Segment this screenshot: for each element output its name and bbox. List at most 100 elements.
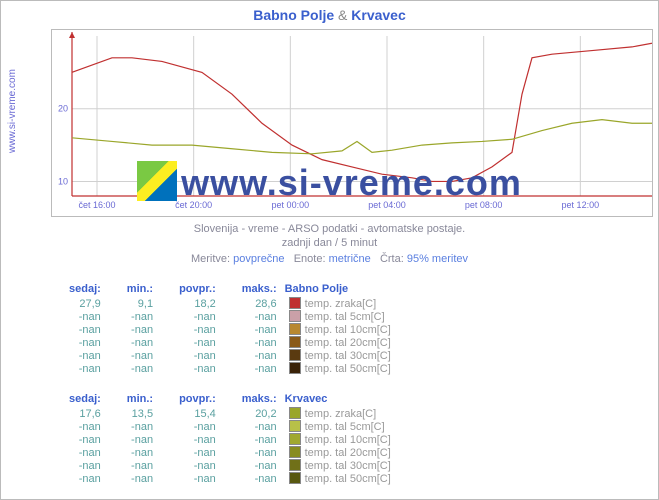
cell: -nan — [161, 433, 224, 446]
swatch-icon — [289, 323, 301, 335]
cell: -nan — [109, 446, 161, 459]
cell: -nan — [224, 459, 285, 472]
station-header: Krvavec — [285, 391, 399, 407]
series-label: temp. tal 30cm[C] — [285, 459, 399, 472]
cell: -nan — [161, 420, 224, 433]
cell: -nan — [51, 323, 109, 336]
table-row: -nan-nan-nan-nantemp. tal 30cm[C] — [51, 349, 399, 362]
cell: -nan — [161, 446, 224, 459]
cell: -nan — [224, 472, 285, 485]
cell: -nan — [51, 310, 109, 323]
series-label: temp. tal 50cm[C] — [285, 472, 399, 485]
cell: -nan — [109, 362, 161, 375]
cell: 13,5 — [109, 407, 161, 420]
side-link[interactable]: www.si-vreme.com — [7, 69, 18, 153]
cell: -nan — [161, 323, 224, 336]
svg-text:pet 04:00: pet 04:00 — [368, 200, 406, 210]
station-b: Krvavec — [351, 7, 406, 23]
swatch-icon — [289, 446, 301, 458]
station-a: Babno Polje — [253, 7, 334, 23]
station-header: Babno Polje — [285, 281, 399, 297]
cell: -nan — [161, 459, 224, 472]
swatch-icon — [289, 362, 301, 374]
svg-text:10: 10 — [58, 176, 68, 186]
series-label: temp. tal 5cm[C] — [285, 420, 399, 433]
cell: -nan — [109, 433, 161, 446]
swatch-icon — [289, 336, 301, 348]
col-header: maks.: — [224, 391, 285, 407]
table-row: 27,99,118,228,6temp. zraka[C] — [51, 297, 399, 310]
table-row: -nan-nan-nan-nantemp. tal 50cm[C] — [51, 472, 399, 485]
cell: -nan — [224, 349, 285, 362]
table-row: -nan-nan-nan-nantemp. tal 10cm[C] — [51, 323, 399, 336]
cell: -nan — [109, 349, 161, 362]
title-amp: & — [338, 7, 347, 23]
cell: 17,6 — [51, 407, 109, 420]
col-header: min.: — [109, 281, 161, 297]
chart-frame: www.si-vreme.com Babno Polje & Krvavec č… — [0, 0, 659, 500]
table-row: -nan-nan-nan-nantemp. tal 5cm[C] — [51, 420, 399, 433]
col-header: povpr.: — [161, 391, 224, 407]
chart-title: Babno Polje & Krvavec — [1, 7, 658, 23]
stats-table-b: sedaj:min.:povpr.:maks.:Krvavec17,613,51… — [51, 391, 399, 485]
subtitle-2: zadnji dan / 5 minut — [1, 237, 658, 249]
cell: -nan — [224, 446, 285, 459]
table-row: -nan-nan-nan-nantemp. tal 20cm[C] — [51, 446, 399, 459]
cell: -nan — [224, 362, 285, 375]
cell: -nan — [109, 310, 161, 323]
col-header: sedaj: — [51, 281, 109, 297]
swatch-icon — [289, 407, 301, 419]
subtitle-1: Slovenija - vreme - ARSO podatki - avtom… — [1, 223, 658, 235]
swatch-icon — [289, 433, 301, 445]
cell: -nan — [224, 336, 285, 349]
col-header: min.: — [109, 391, 161, 407]
cell: -nan — [109, 323, 161, 336]
swatch-icon — [289, 420, 301, 432]
stats-table-a: sedaj:min.:povpr.:maks.:Babno Polje27,99… — [51, 281, 399, 375]
cell: -nan — [109, 336, 161, 349]
cell: 20,2 — [224, 407, 285, 420]
cell: -nan — [161, 349, 224, 362]
series-label: temp. tal 5cm[C] — [285, 310, 399, 323]
col-header: povpr.: — [161, 281, 224, 297]
swatch-icon — [289, 472, 301, 484]
cell: -nan — [51, 446, 109, 459]
cell: -nan — [224, 420, 285, 433]
svg-text:pet 12:00: pet 12:00 — [562, 200, 600, 210]
table-row: -nan-nan-nan-nantemp. tal 5cm[C] — [51, 310, 399, 323]
swatch-icon — [289, 297, 301, 309]
side-link-anchor[interactable]: www.si-vreme.com — [7, 69, 18, 153]
cell: -nan — [161, 362, 224, 375]
chart-plot: čet 16:00 čet 20:00 pet 00:00 pet 04:00 pet … — [51, 29, 653, 217]
table-row: -nan-nan-nan-nantemp. tal 30cm[C] — [51, 459, 399, 472]
cell: -nan — [161, 336, 224, 349]
cell: -nan — [109, 459, 161, 472]
cell: -nan — [109, 420, 161, 433]
cell: -nan — [224, 323, 285, 336]
svg-text:čet 16:00: čet 16:00 — [78, 200, 115, 210]
svg-text:pet 00:00: pet 00:00 — [272, 200, 310, 210]
cell: 15,4 — [161, 407, 224, 420]
cell: 28,6 — [224, 297, 285, 310]
swatch-icon — [289, 310, 301, 322]
cell: -nan — [51, 459, 109, 472]
cell: -nan — [224, 310, 285, 323]
series-label: temp. zraka[C] — [285, 297, 399, 310]
swatch-icon — [289, 459, 301, 471]
table-row: -nan-nan-nan-nantemp. tal 50cm[C] — [51, 362, 399, 375]
table-row: -nan-nan-nan-nantemp. tal 10cm[C] — [51, 433, 399, 446]
cell: -nan — [51, 362, 109, 375]
table-row: -nan-nan-nan-nantemp. tal 20cm[C] — [51, 336, 399, 349]
cell: -nan — [224, 433, 285, 446]
svg-text:pet 08:00: pet 08:00 — [465, 200, 503, 210]
series-label: temp. tal 10cm[C] — [285, 323, 399, 336]
svg-text:čet 20:00: čet 20:00 — [175, 200, 212, 210]
col-header: maks.: — [224, 281, 285, 297]
cell: -nan — [51, 349, 109, 362]
cell: 9,1 — [109, 297, 161, 310]
subtitle-3: Meritve: povprečne Enote: metrične Črta:… — [1, 253, 658, 265]
cell: 27,9 — [51, 297, 109, 310]
swatch-icon — [289, 349, 301, 361]
cell: -nan — [161, 472, 224, 485]
series-label: temp. tal 50cm[C] — [285, 362, 399, 375]
